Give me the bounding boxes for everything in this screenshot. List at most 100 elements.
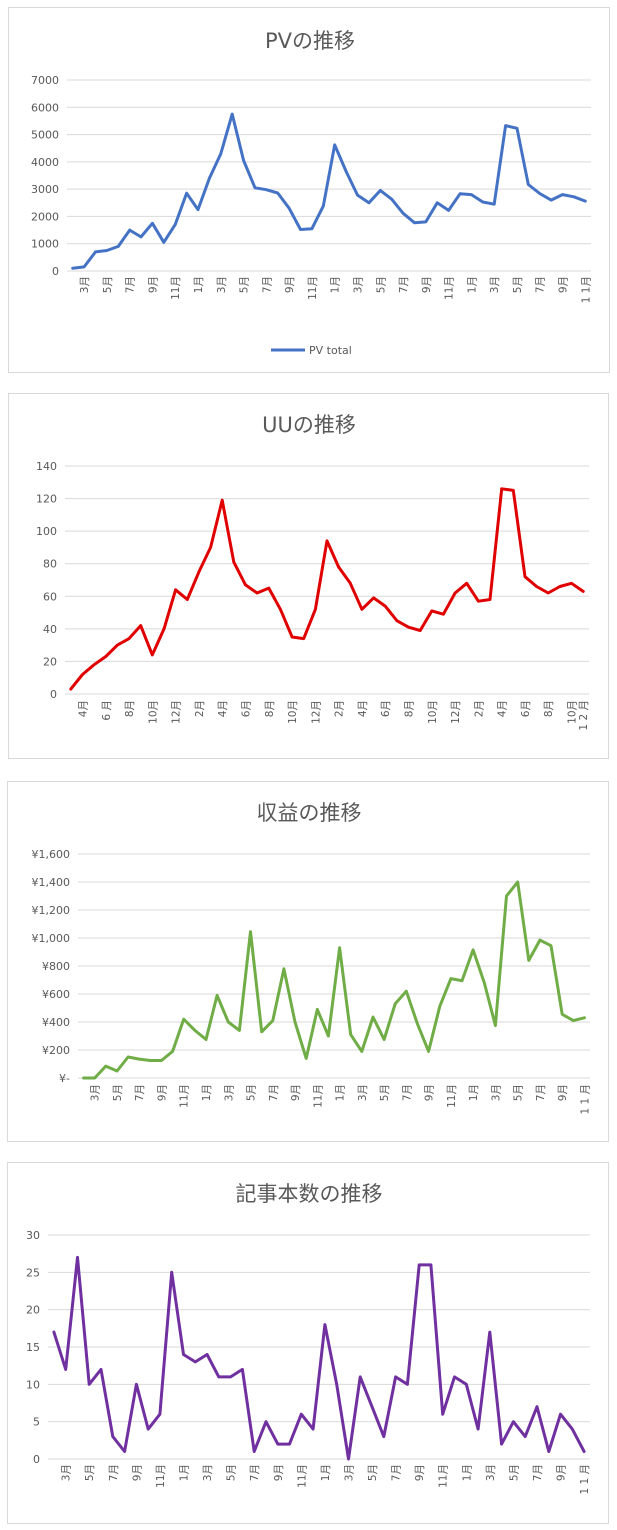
articles-data-point (147, 1427, 150, 1431)
revenue-data-point (360, 1050, 363, 1053)
revenue-data-point (104, 1064, 108, 1068)
uu-data-point (372, 596, 375, 600)
pv-data-point (174, 223, 177, 226)
articles-x-tick-label: 7月 (249, 1464, 261, 1481)
uu-y-tick-label: 40 (43, 623, 57, 636)
articles-data-point (158, 1413, 162, 1416)
articles-x-tick-label: 5月 (226, 1464, 238, 1481)
revenue-x-tick-label: 5月 (112, 1084, 124, 1101)
uu-data-point (337, 565, 340, 569)
articles-x-tick-label: 9月 (414, 1464, 426, 1481)
uu-x-tick-label: 2月 (334, 700, 346, 717)
uu-data-point (430, 609, 433, 613)
pv-chart-panel: PVの推移 0 1000 2000 3000 4000 5000 6000 7000 3月 5月 7月… (8, 7, 610, 373)
uu-data-point (302, 637, 305, 640)
uu-data-point (558, 585, 562, 588)
revenue-x-tick-label: 5月 (379, 1084, 391, 1101)
articles-x-tick-label: 7月 (108, 1464, 120, 1481)
articles-data-point (76, 1256, 79, 1259)
uu-x-tick-label: 4月 (357, 700, 369, 717)
pv-data-point (424, 220, 427, 224)
uu-data-point (267, 586, 270, 590)
revenue-data-point (371, 1015, 375, 1019)
revenue-data-point (115, 1069, 119, 1073)
articles-x-tick-label: 3月 (344, 1464, 356, 1481)
revenue-x-tick-label: 3月 (90, 1084, 102, 1101)
articles-data-point (241, 1368, 244, 1371)
pv-x-tick-label: 7月 (535, 276, 547, 293)
uu-x-tick-label: 6 月 (101, 700, 113, 721)
pv-data-point (344, 170, 348, 173)
revenue-x-tick-label: 1月 (201, 1084, 213, 1101)
pv-data-point (458, 192, 462, 195)
articles-x-tick-label: 5月 (84, 1464, 96, 1481)
uu-y-tick-label: 20 (43, 655, 57, 668)
revenue-chart-svg: 収益の推移 ¥- ¥200 ¥400 ¥600 ¥800 ¥1,000 ¥1,200 ¥1,40… (32, 801, 592, 1115)
pv-data-point (219, 152, 222, 155)
pv-x-tick-label: 11月 (444, 276, 456, 300)
articles-x-tick-label: 5月 (367, 1464, 379, 1481)
articles-y-tick-label: 5 (33, 1416, 40, 1429)
uu-y-tick-label: 0 (50, 688, 57, 701)
revenue-data-point (327, 1034, 330, 1038)
uu-data-point (209, 546, 212, 549)
uu-x-tick-label: 10月 (147, 700, 159, 724)
pv-data-point (390, 198, 393, 201)
pv-data-point (117, 245, 120, 248)
uu-data-point (523, 575, 527, 578)
articles-data-point (559, 1413, 562, 1416)
uu-chart-panel: UUの推移 0 20 40 60 80 100 120 140 4月 6 月 8月 10月 12月 2月 4月… (8, 393, 609, 759)
uu-x-tick-label: 8月 (543, 700, 555, 717)
uu-data-point (116, 643, 119, 647)
articles-x-tick-label: 1月 (179, 1464, 191, 1481)
pv-series-line (71, 112, 587, 270)
revenue-data-point (271, 1019, 274, 1022)
uu-data-point (325, 539, 329, 543)
pv-data-point (276, 191, 279, 195)
pv-data-point (253, 186, 257, 189)
articles-data-point (335, 1383, 338, 1386)
articles-chart-title: 記事本数の推移 (236, 1182, 383, 1206)
pv-chart-title: PVの推移 (265, 29, 355, 53)
pv-y-tick-label: 2000 (31, 210, 59, 223)
uu-data-point (244, 583, 247, 587)
uu-y-tick-label: 100 (36, 525, 57, 538)
revenue-y-tick-label: ¥- (59, 1072, 70, 1085)
pv-data-point (208, 177, 211, 180)
articles-data-point (123, 1450, 126, 1453)
articles-data-point (264, 1420, 268, 1423)
revenue-x-tick-label: 7月 (134, 1084, 146, 1101)
uu-data-point (255, 591, 259, 595)
uu-data-point (197, 570, 201, 574)
revenue-y-tick-label: ¥200 (42, 1044, 70, 1057)
articles-data-point (323, 1323, 327, 1326)
articles-series-line (52, 1255, 586, 1461)
articles-data-point (453, 1375, 456, 1379)
articles-data-point (111, 1435, 115, 1438)
articles-data-point (582, 1450, 586, 1453)
revenue-chart-title: 収益の推移 (257, 801, 362, 825)
revenue-data-point (82, 1076, 85, 1080)
articles-data-point (547, 1450, 550, 1453)
revenue-data-point (549, 944, 553, 947)
revenue-data-point (483, 981, 486, 984)
uu-data-point (232, 560, 235, 564)
uu-data-point (384, 604, 387, 608)
pv-data-point (379, 189, 382, 192)
pv-data-point (401, 212, 405, 215)
articles-y-tick-label: 30 (26, 1229, 40, 1242)
articles-data-point (99, 1368, 103, 1371)
pv-data-point (367, 201, 371, 204)
revenue-y-tick-label: ¥1,000 (32, 932, 71, 945)
uu-x-tick-label: 2月 (194, 700, 206, 717)
uu-data-point (547, 591, 550, 595)
pv-data-point (196, 208, 200, 211)
pv-x-tick-label: 11月 (307, 276, 319, 300)
articles-data-point (347, 1457, 350, 1461)
uu-data-point (314, 608, 317, 611)
uu-x-tick-label: 4月 (497, 700, 509, 717)
articles-data-point (476, 1427, 480, 1431)
pv-y-tick-label: 1000 (31, 238, 59, 251)
articles-chart-svg: 記事本数の推移 0 5 10 15 20 25 30 3月 5月 7月 9月 11月 1月 3月 5月 7月 9月… (26, 1182, 591, 1495)
articles-y-tick-label: 20 (26, 1304, 40, 1317)
